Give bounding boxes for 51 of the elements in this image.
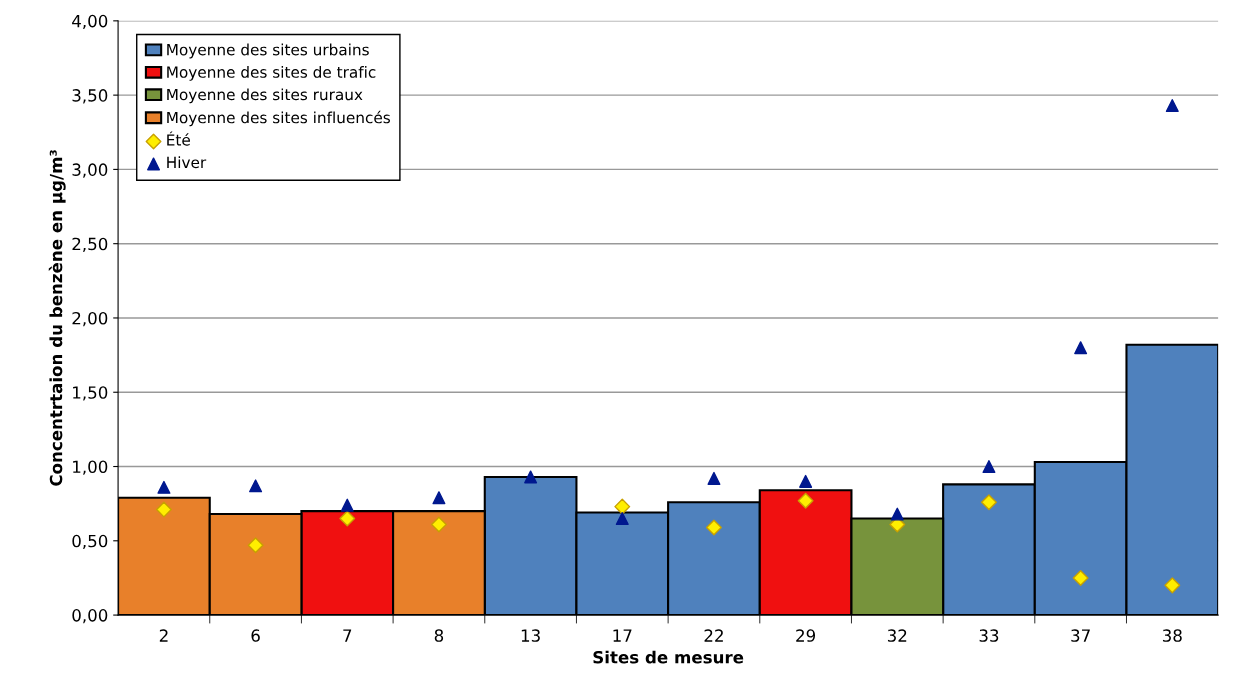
point [799,474,813,488]
point [430,516,447,533]
point [432,491,446,505]
legend-label: Moyenne des sites urbains [167,43,369,59]
y-tick-label: 2,00 [72,311,108,327]
point [1164,577,1181,594]
point [340,498,354,512]
x-axis-title: Sites de mesure [593,650,744,664]
point [982,460,996,474]
y-tick-label: 3,00 [72,163,108,178]
x-tick-label: 37 [1071,629,1090,642]
x-tick-label: 13 [521,629,540,642]
point [1074,341,1088,355]
y-tick-label: 3,50 [72,89,108,104]
y-tick-label: 2,50 [72,237,108,252]
legend-label: Été [167,131,190,146]
y-axis-title: Concentrtaion du benzène en µg/m³ [48,150,66,486]
legend-label: Hiver [167,156,207,169]
point [1072,569,1089,586]
legend-label: Moyenne des sites influencés [167,110,390,127]
x-tick-label: 2 [159,629,168,642]
point [155,501,172,518]
point [797,492,814,509]
y-tick-label: 0,00 [72,609,108,624]
point [980,494,997,511]
point [247,537,264,554]
point [157,480,171,494]
x-tick-label: 29 [796,629,816,642]
x-tick-label: 22 [704,629,723,642]
point [249,479,263,493]
point [524,470,538,484]
x-tick-label: 33 [979,629,999,642]
point [615,512,629,526]
point [890,507,904,521]
x-tick-label: 32 [887,629,907,642]
point [707,471,721,485]
point [339,510,356,527]
y-tick-label: 4,00 [72,14,108,30]
x-tick-label: 38 [1162,629,1182,642]
x-tick-label: 6 [251,629,260,642]
legend-label: Moyenne des sites de trafic [167,66,376,81]
x-tick-label: 7 [343,629,352,642]
y-tick-label: 1,50 [73,386,108,401]
legend-label: Moyenne des sites ruraux [167,88,363,104]
y-tick-label: 0,50 [72,534,108,550]
point [1165,99,1179,113]
point [614,498,631,515]
x-tick-label: 17 [613,629,632,642]
y-tick-label: 1,00 [73,460,108,475]
x-tick-label: 8 [434,629,444,642]
point [705,519,722,536]
